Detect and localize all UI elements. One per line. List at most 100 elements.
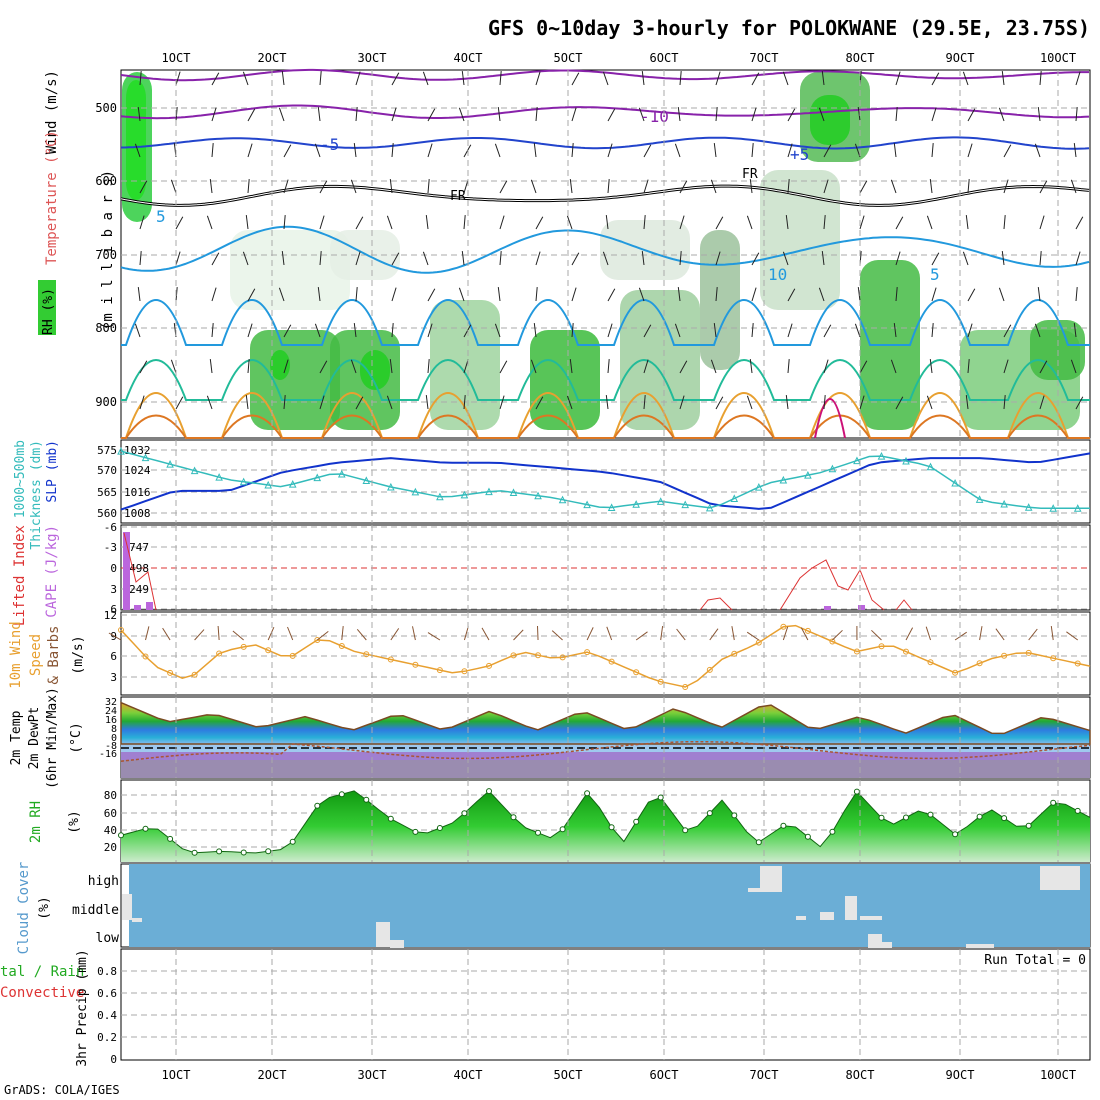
cloud-level-low: low xyxy=(96,931,120,946)
upper-wind-barb-237 xyxy=(967,323,973,338)
upper-wind-barb-51 xyxy=(317,107,321,122)
upper-wind-barb-81 xyxy=(427,108,436,122)
precip-label-b: Convective xyxy=(0,985,84,1001)
rh-marker-70 xyxy=(976,813,983,820)
upper-wind-barb-174 xyxy=(746,215,753,230)
upper-wind-barb-19 xyxy=(175,396,184,410)
wind10-barb-30 xyxy=(481,627,490,641)
wind-speed-marker-74 xyxy=(1025,649,1032,656)
upper-wind-barb-65 xyxy=(355,251,361,266)
upper-wind-barb-152 xyxy=(674,143,681,158)
upper-wind-barb-26 xyxy=(211,287,217,302)
contour-label-p5: 5 xyxy=(156,207,166,226)
upper-wind-barb-18 xyxy=(170,359,177,374)
li-tick-0: -6 xyxy=(104,521,117,534)
cape-tick-0: 747 xyxy=(129,541,149,554)
upper-wind-barb-90 xyxy=(461,71,465,86)
upper-wind-barb-170 xyxy=(751,72,760,86)
upper-wind-barb-255 xyxy=(1039,251,1042,266)
upper-wind-barb-228 xyxy=(929,359,933,374)
upper-wind-barb-93 xyxy=(463,179,469,194)
upper-wind-barb-265 xyxy=(1075,251,1081,266)
wind-speed-marker-6 xyxy=(191,671,198,678)
upper-wind-barb-41 xyxy=(278,107,285,122)
x-tick-bottom-2: 3OCT xyxy=(358,1068,387,1082)
pressure-tick-4: 900 xyxy=(95,395,117,409)
upper-wind-barb-149 xyxy=(643,395,646,410)
isotherm-plus15 xyxy=(121,359,1090,401)
upper-wind-barb-208 xyxy=(859,360,868,374)
x-tick-top-8: 9OCT xyxy=(946,51,975,65)
upper-wind-barb-3 xyxy=(139,180,148,194)
upper-wind-barb-162 xyxy=(713,143,717,158)
upper-wind-barb-166 xyxy=(715,287,718,302)
rh-marker-56 xyxy=(804,833,811,840)
upper-wind-barb-127 xyxy=(571,323,574,338)
li-line-a xyxy=(123,532,157,611)
upper-wind-barb-161 xyxy=(715,107,718,122)
x-tick-top-0: 1OCT xyxy=(162,51,191,65)
contour-label-fr2: FR xyxy=(742,167,758,182)
upper-wind-barb-82 xyxy=(427,143,433,158)
upper-wind-barb-76 xyxy=(391,287,397,302)
wind10-barb-48 xyxy=(709,628,719,641)
upper-wind-barb-69 xyxy=(355,396,364,410)
thickness-marker-24 xyxy=(411,487,420,496)
upper-wind-barb-233 xyxy=(967,179,970,194)
upper-wind-barb-196 xyxy=(818,287,825,302)
upper-wind-barb-70 xyxy=(391,72,400,86)
upper-wind-barb-167 xyxy=(713,323,717,338)
wind10-barb-2 xyxy=(145,626,150,641)
rh-marker-42 xyxy=(633,818,640,825)
upper-wind-barb-201 xyxy=(857,107,861,122)
li-line-d xyxy=(895,599,913,611)
upper-wind-barb-57 xyxy=(314,323,321,338)
wind10-barb-58 xyxy=(832,629,843,641)
x-tick-top-4: 5OCT xyxy=(554,51,583,65)
upper-wind-barb-185 xyxy=(782,251,789,266)
lifted-index-label: Lifted Index xyxy=(12,525,28,626)
wind-speed-marker-70 xyxy=(976,660,983,667)
upper-wind-barb-61 xyxy=(355,107,358,122)
rh-shading-1 xyxy=(126,80,146,200)
upper-wind-barb-259 xyxy=(1039,395,1045,410)
thickness-marker-46 xyxy=(681,500,690,509)
upper-wind-barb-5 xyxy=(139,251,142,266)
rh-marker-68 xyxy=(952,831,959,838)
upper-wind-barb-263 xyxy=(1070,179,1077,194)
cloud-patch-7 xyxy=(820,912,834,920)
rh-marker-8 xyxy=(216,848,223,855)
cloud-level-high: high xyxy=(88,874,119,889)
thickness-marker-6 xyxy=(190,466,199,475)
millibars-label: (m i l l i b a r s) xyxy=(100,170,116,330)
rh-shading-11 xyxy=(620,290,700,430)
wind-speed-marker-40 xyxy=(608,658,615,665)
wind10-barb-32 xyxy=(513,629,524,641)
temp2m-label-a: 2m Temp xyxy=(9,710,24,765)
upper-wind-barb-15 xyxy=(175,251,181,266)
rh-area xyxy=(121,790,1090,862)
wind10-barb-66 xyxy=(925,626,932,641)
wind10-barb-16 xyxy=(316,631,329,641)
rh-tick-0: 80 xyxy=(104,789,117,802)
upper-wind-barb-215 xyxy=(895,251,901,266)
upper-wind-barb-222 xyxy=(931,143,934,158)
upper-wind-barb-116 xyxy=(535,287,538,302)
upper-wind-barb-58 xyxy=(319,360,328,374)
upper-wind-barb-123 xyxy=(569,179,573,194)
upper-wind-barb-239 xyxy=(965,395,969,410)
rh-marker-14 xyxy=(289,838,296,845)
contour-label-m5b: +5 xyxy=(790,145,809,164)
thickness-marker-10 xyxy=(239,477,248,486)
rh2m-label-a: 2m RH xyxy=(28,801,44,843)
thickness-marker-22 xyxy=(387,482,395,491)
upper-wind-barb-209 xyxy=(859,395,865,410)
upper-wind-barb-110 xyxy=(535,71,541,86)
thickness-label-a: 1000~500mb xyxy=(13,440,28,518)
upper-wind-barb-243 xyxy=(1003,179,1009,194)
wind10-barb-24 xyxy=(412,626,416,641)
thickness-marker-34 xyxy=(534,491,542,500)
upper-wind-barb-106 xyxy=(497,287,501,302)
cloud-level-middle: middle xyxy=(72,903,119,918)
upper-wind-barb-191 xyxy=(818,107,825,122)
